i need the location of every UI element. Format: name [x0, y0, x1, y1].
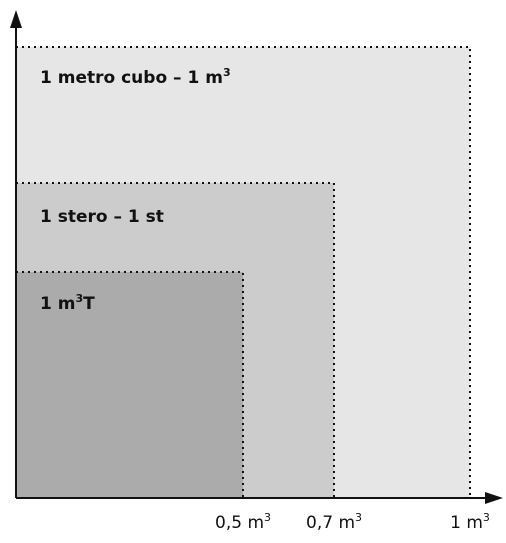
region-m3t	[15, 271, 244, 499]
y-axis-arrow-icon	[10, 10, 22, 28]
x-axis-arrow-icon	[485, 492, 503, 504]
label-stero: 1 stero – 1 st	[40, 207, 164, 227]
label-metro-cubo: 1 metro cubo – 1 m3	[40, 66, 231, 88]
tick-label-0-7: 0,7 m3	[306, 511, 362, 533]
tick-label-1: 1 m3	[450, 511, 490, 533]
label-m3t: 1 m3T	[40, 292, 95, 314]
tick-label-0-5: 0,5 m3	[215, 511, 271, 533]
